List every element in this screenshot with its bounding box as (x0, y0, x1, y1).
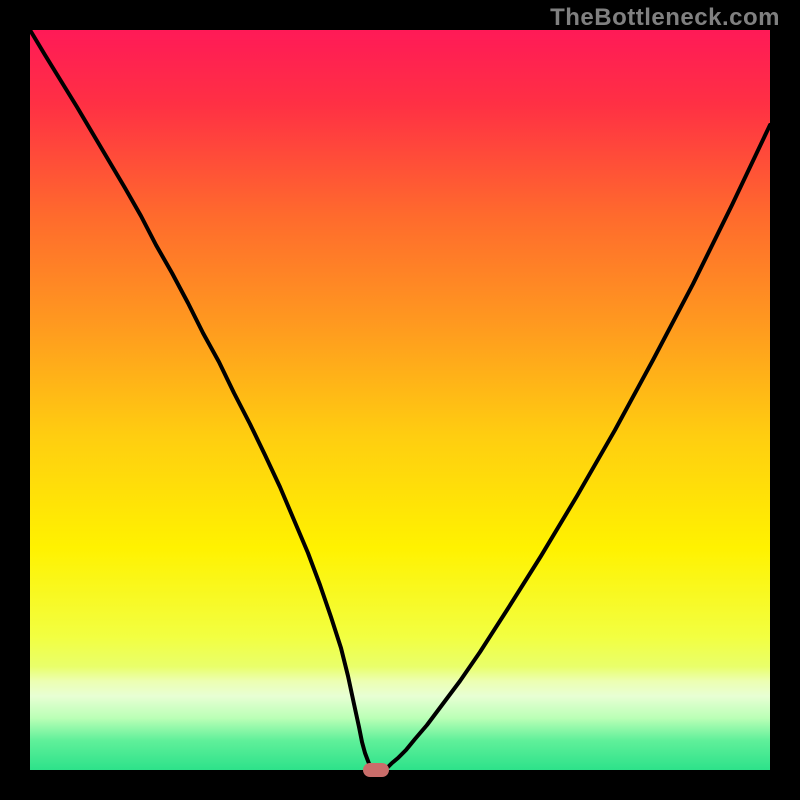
plot-area (30, 30, 770, 777)
bottleneck-curve-chart (0, 0, 800, 800)
watermark-text: TheBottleneck.com (550, 4, 780, 32)
plot-background (30, 30, 770, 770)
minimum-marker (363, 763, 389, 777)
chart-frame: TheBottleneck.com (0, 0, 800, 800)
